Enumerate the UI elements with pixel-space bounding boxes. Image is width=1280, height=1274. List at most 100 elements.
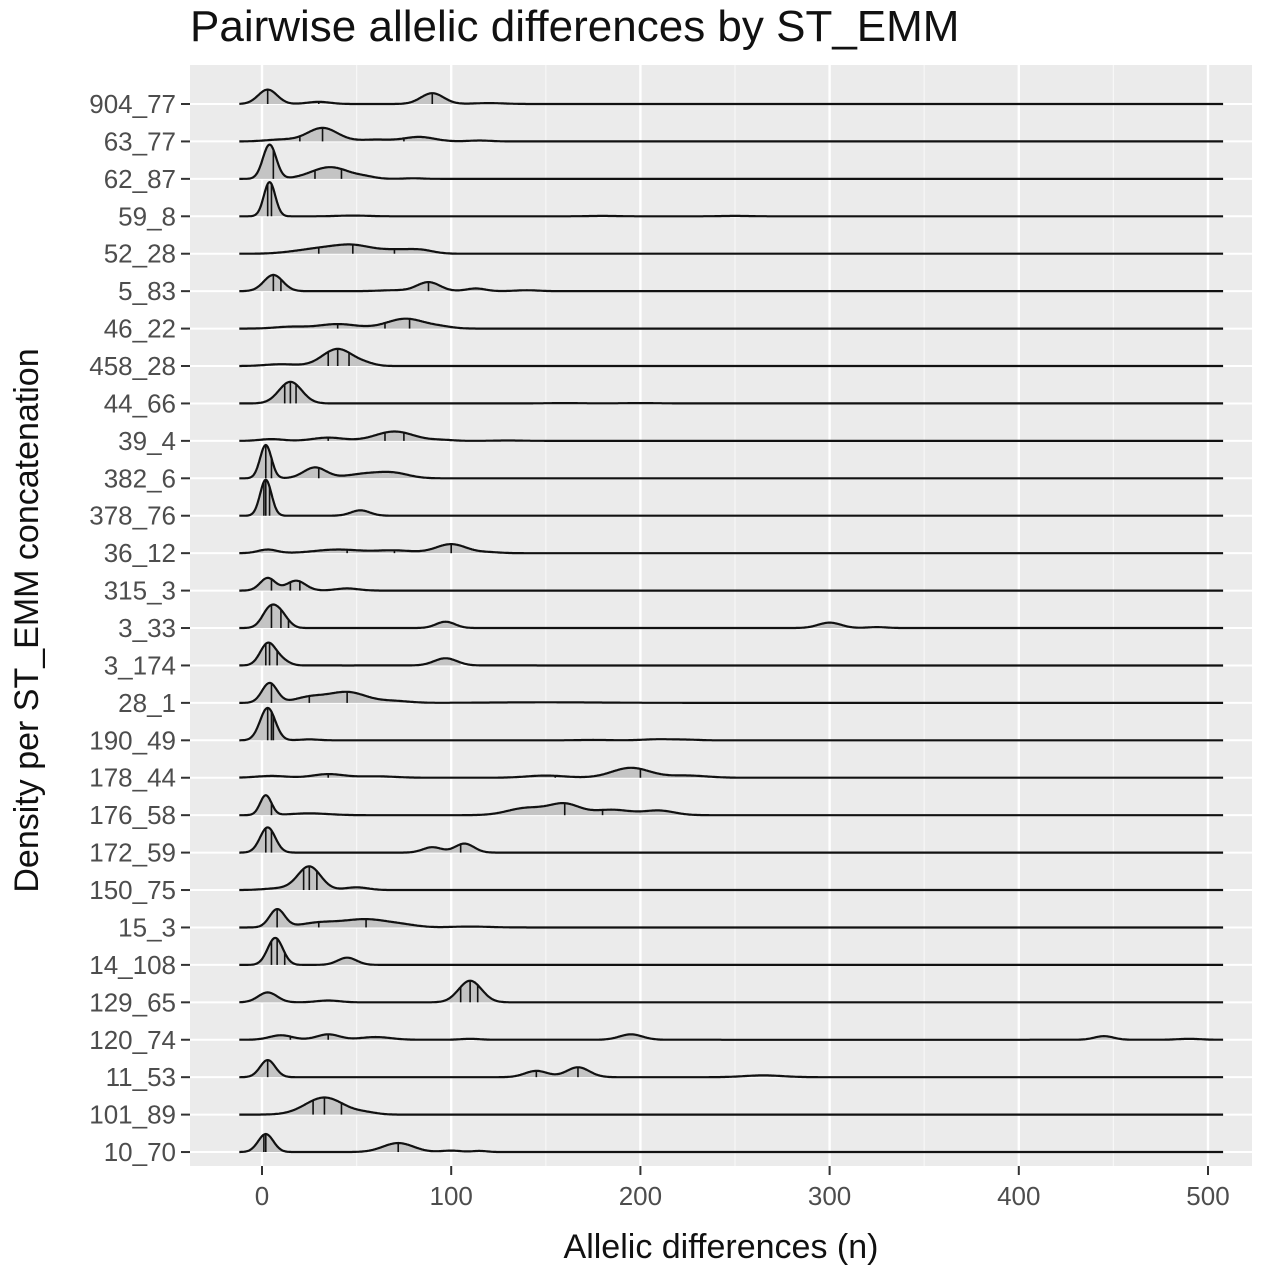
ridge-63_77 xyxy=(239,126,1224,143)
ridge-outline xyxy=(239,979,1224,1004)
y-tick-label: 11_53 xyxy=(106,1062,176,1092)
ridge-52_28 xyxy=(239,243,1224,255)
ridge-46_22 xyxy=(239,317,1224,330)
ridge-outline xyxy=(239,641,1224,667)
ridge-315_3 xyxy=(239,576,1224,592)
x-tick-label: 500 xyxy=(1186,1181,1229,1211)
x-tick-label: 300 xyxy=(808,1181,851,1211)
ridge-fill xyxy=(239,937,376,965)
y-tick-label: 39_4 xyxy=(118,426,176,456)
ridge-outline xyxy=(239,576,1224,592)
ridge-fill xyxy=(239,127,499,142)
ridge-fill xyxy=(239,866,376,891)
y-tick-label: 10_70 xyxy=(104,1137,176,1167)
y-tick-label: 315_3 xyxy=(104,576,176,606)
ridge-outline xyxy=(239,865,1224,892)
ridge-outline xyxy=(239,1132,1224,1154)
y-tick-label: 458_28 xyxy=(89,351,176,381)
ridge-outline xyxy=(239,826,1224,854)
ridge-fill xyxy=(239,1097,404,1115)
y-tick-label: 5_83 xyxy=(118,276,176,306)
ridge-fill xyxy=(239,604,896,629)
plot-panel xyxy=(190,65,1252,1166)
y-tick-label: 28_1 xyxy=(118,688,176,718)
ridge-3_33 xyxy=(239,603,1224,630)
ridge-outline xyxy=(239,908,1224,929)
y-tick-label: 190_49 xyxy=(89,725,176,755)
ridge-fill xyxy=(239,381,679,404)
ridge-fill xyxy=(239,795,694,816)
ridge-178_44 xyxy=(239,766,1224,779)
y-tick-label: 15_3 xyxy=(118,912,176,942)
x-axis: 0 100 200 300 400 500 xyxy=(255,1166,1230,1211)
ridge-outline xyxy=(239,181,1224,218)
ridge-101_89 xyxy=(239,1096,1224,1116)
ridge-5_83 xyxy=(239,273,1224,293)
y-tick-label: 46_22 xyxy=(104,314,176,344)
y-tick-label: 178_44 xyxy=(89,763,176,793)
y-tick-label: 59_8 xyxy=(118,201,176,231)
ridge-172_59 xyxy=(239,826,1224,854)
ridge-11_53 xyxy=(239,1059,1224,1079)
y-tick-label: 120_74 xyxy=(89,1025,176,1055)
ridge-outline xyxy=(239,543,1224,555)
ridge-44_66 xyxy=(239,380,1224,405)
y-axis-title: Density per ST_EMM concatenation xyxy=(8,348,46,892)
y-tick-label: 382_6 xyxy=(104,463,176,493)
x-tick-label: 100 xyxy=(430,1181,473,1211)
y-tick-label: 176_58 xyxy=(89,800,176,830)
ridge-129_65 xyxy=(239,979,1224,1004)
ridge-fill xyxy=(239,682,660,703)
ridge-14_108 xyxy=(239,936,1224,966)
ridge-fill xyxy=(239,642,461,666)
y-axis: 904_77 63_77 62_87 59_8 52_28 5_83 46_22 458_28… xyxy=(89,89,190,1167)
ridge-62_87 xyxy=(239,143,1224,180)
y-tick-label: 904_77 xyxy=(89,89,176,119)
ridge-382_6 xyxy=(239,443,1224,480)
ridge-outline xyxy=(239,443,1224,480)
ridge-458_28 xyxy=(239,347,1224,368)
ridge-28_1 xyxy=(239,681,1224,704)
y-tick-label: 62_87 xyxy=(104,164,176,194)
ridge-outline xyxy=(239,1096,1224,1116)
chart-title: Pairwise allelic differences by ST_EMM xyxy=(190,2,960,51)
y-tick-label: 52_28 xyxy=(104,239,176,269)
ridge-176_58 xyxy=(239,794,1224,817)
x-tick-label: 200 xyxy=(619,1181,662,1211)
ridge-fill xyxy=(239,1034,1224,1040)
ridge-outline xyxy=(239,317,1224,330)
y-tick-label: 172_59 xyxy=(89,838,176,868)
ridge-fill xyxy=(239,318,461,329)
ridge-outline xyxy=(239,681,1224,704)
x-axis-title: Allelic differences (n) xyxy=(564,1228,879,1266)
ridge-outline xyxy=(239,273,1224,293)
x-tick-label: 400 xyxy=(997,1181,1040,1211)
ridge-150_75 xyxy=(239,865,1224,892)
ridge-15_3 xyxy=(239,908,1224,929)
ridge-outline xyxy=(239,706,1224,742)
y-tick-label: 129_65 xyxy=(89,987,176,1017)
ridge-outline xyxy=(239,143,1224,180)
ridge-378_76 xyxy=(239,478,1224,517)
y-tick-label: 36_12 xyxy=(104,538,176,568)
ridge-outline xyxy=(239,430,1224,442)
ridge-outline xyxy=(239,243,1224,255)
y-tick-label: 378_76 xyxy=(89,501,176,531)
ridge-outline xyxy=(239,936,1224,966)
ridge-outline xyxy=(239,347,1224,368)
ridge-outline xyxy=(239,1059,1224,1079)
ridge-3_174 xyxy=(239,641,1224,667)
ridge-outline xyxy=(239,794,1224,817)
ridge-outline xyxy=(239,603,1224,630)
ridge-outline xyxy=(239,126,1224,143)
ridge-904_77 xyxy=(239,88,1224,106)
ridge-190_49 xyxy=(239,706,1224,742)
y-tick-label: 14_108 xyxy=(89,950,176,980)
y-tick-label: 101_89 xyxy=(89,1100,176,1130)
y-tick-label: 63_77 xyxy=(104,126,176,156)
x-tick-label: 0 xyxy=(255,1181,269,1211)
ridge-outline xyxy=(239,1033,1224,1041)
ridge-120_74 xyxy=(239,1033,1224,1041)
ridge-outline xyxy=(239,88,1224,106)
ridge-fill xyxy=(239,909,527,928)
